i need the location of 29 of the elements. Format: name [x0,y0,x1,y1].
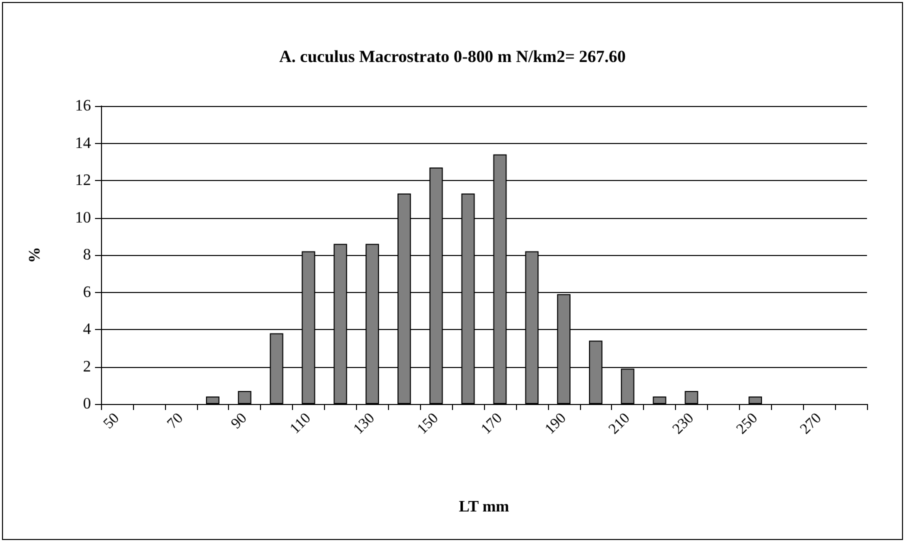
y-tick-label: 6 [83,284,91,301]
bar [684,390,698,404]
x-tick-label: 150 [414,410,442,438]
y-tick-label: 12 [75,172,91,189]
chart-title: A. cuculus Macrostrato 0-800 m N/km2= 267.60 [279,47,626,66]
x-tick-label: 50 [100,410,123,432]
x-tick-label: 270 [798,410,825,438]
y-tick-label: 16 [75,98,91,114]
x-tick-label: 130 [350,410,378,438]
x-tick-label: 110 [287,410,314,438]
x-axis-title: LT mm [458,498,510,516]
x-tick-label: 70 [164,410,186,432]
x-tick-label: 210 [606,410,634,438]
bar [748,396,762,404]
y-tick-label: 14 [75,134,91,152]
y-tick-label: 2 [83,358,91,376]
x-tick-label: 230 [670,410,698,438]
y-axis-title: % [26,247,44,263]
x-tick-label: 190 [542,410,570,438]
bar [238,390,252,404]
bar [652,396,666,404]
x-tick-label: 250 [734,410,761,438]
y-tick-label: 0 [83,396,91,412]
x-tick-label: 90 [228,410,250,432]
bar [206,396,220,404]
y-tick-label: 10 [75,209,91,226]
x-tick-label: 170 [478,410,506,438]
y-tick-label: 8 [83,246,91,264]
y-tick-label: 4 [83,321,91,338]
